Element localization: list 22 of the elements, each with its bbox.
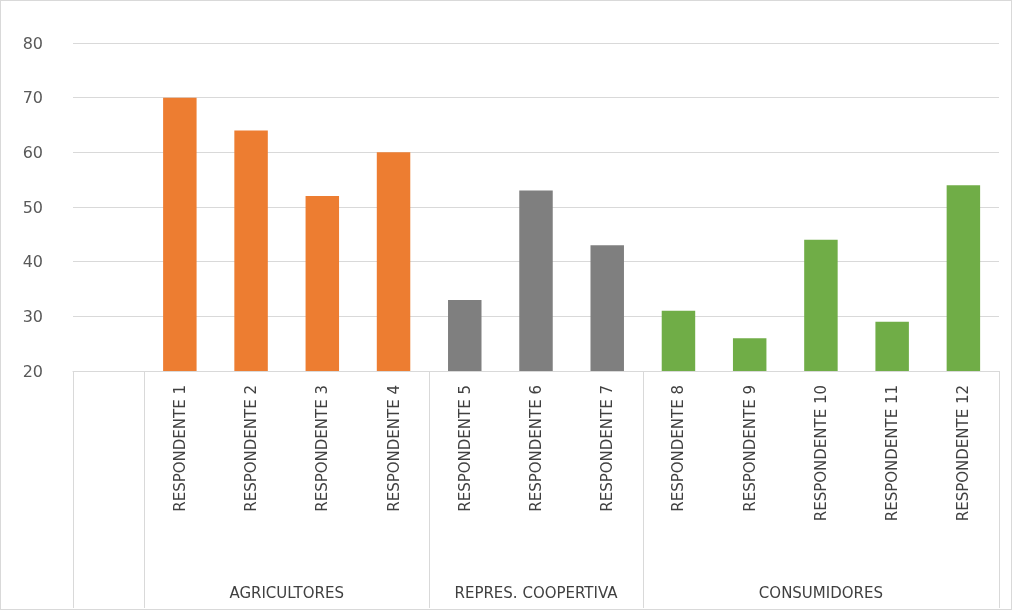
y-tick-label: 80 — [22, 33, 43, 53]
y-tick-label: 30 — [22, 306, 43, 326]
text: CONSUMIDORES — [758, 584, 883, 602]
y-tick-label: 50 — [22, 197, 43, 217]
x-tick-label: RESPONDENTE 10 — [811, 385, 830, 522]
text: REPRES. COOPERTIVA — [454, 584, 619, 602]
x-tick-label: RESPONDENTE 1 — [170, 385, 189, 512]
x-tick-label: RESPONDENTE 2 — [242, 385, 261, 512]
x-tick-label: RESPONDENTE 12 — [954, 385, 973, 522]
y-tick-label: 20 — [22, 361, 43, 381]
x-tick-label: RESPONDENTE 4 — [384, 385, 403, 512]
x-tick-label: RESPONDENTE 9 — [740, 385, 759, 512]
x-tick-label: RESPONDENTE 8 — [669, 385, 688, 512]
y-tick-label: 70 — [22, 88, 43, 108]
x-tick-label: RESPONDENTE 6 — [527, 385, 545, 512]
y-tick-label: 40 — [22, 252, 43, 272]
x-tick-label: RESPONDENTE 3 — [313, 385, 332, 512]
x-tick-label: RESPONDENTE 7 — [598, 385, 617, 512]
y-tick-label: 60 — [22, 142, 43, 162]
x-tick-label: RESPONDENTE 5 — [455, 385, 474, 512]
text: AGRICULTORES — [229, 584, 344, 602]
x-tick-label: RESPONDENTE 11 — [883, 385, 902, 522]
